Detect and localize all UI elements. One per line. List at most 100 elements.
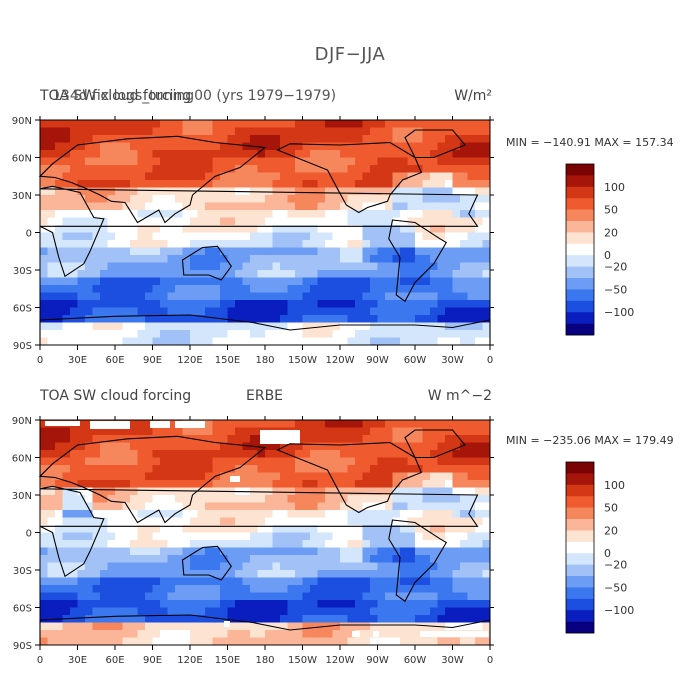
map-cell: [235, 420, 243, 428]
map-cell: [362, 285, 371, 293]
map-cell: [115, 630, 123, 638]
map-cell: [347, 502, 356, 511]
map-cell: [310, 277, 318, 286]
map-cell: [347, 240, 356, 248]
map-cell: [355, 592, 363, 601]
map-cell: [92, 480, 101, 488]
map-cell: [295, 562, 303, 571]
map-cell: [182, 225, 191, 233]
map-cell: [190, 195, 198, 203]
map-cell: [62, 607, 71, 616]
map-cell: [460, 307, 468, 316]
map-cell: [280, 172, 288, 181]
map-cell: [400, 285, 408, 293]
map-cell: [55, 225, 63, 233]
map-cell: [460, 240, 468, 248]
map-cell: [460, 202, 468, 211]
map-cell: [122, 472, 131, 481]
map-cell: [47, 157, 56, 166]
x-tick-label: 90E: [143, 355, 162, 366]
map-cell: [242, 255, 251, 263]
map-cell: [377, 120, 386, 128]
map-cell: [467, 135, 476, 143]
map-cell: [205, 622, 213, 631]
map-cell: [70, 315, 78, 323]
map-cell: [460, 225, 468, 233]
map-cell: [347, 600, 356, 608]
map-cell: [227, 277, 236, 286]
map-cell: [137, 570, 146, 578]
map-cell: [85, 232, 93, 241]
map-cell: [422, 120, 431, 128]
map-cell: [265, 232, 273, 241]
map-cell: [242, 480, 251, 488]
map-cell: [392, 495, 401, 503]
map-cell: [310, 600, 318, 608]
map-cell: [347, 465, 356, 473]
map-cell: [325, 442, 333, 451]
map-cell: [92, 555, 101, 563]
map-cell: [197, 562, 206, 571]
map-cell: [205, 450, 213, 458]
map-cell: [77, 420, 86, 428]
map-cell: [47, 142, 56, 151]
map-cell: [250, 225, 258, 233]
x-tick-label: 90W: [366, 355, 389, 366]
map-cell: [115, 547, 123, 556]
map-cell: [55, 210, 63, 218]
map-cell: [40, 570, 48, 578]
map-cell: [167, 427, 176, 436]
map-cell: [250, 172, 258, 181]
map-cell: [317, 600, 326, 608]
map-cell: [47, 472, 56, 481]
map-cell: [130, 150, 138, 158]
map-cell: [415, 187, 423, 196]
map-cell: [445, 120, 453, 128]
map-cell: [70, 300, 78, 308]
map-cell: [452, 465, 461, 473]
map-cell: [392, 315, 401, 323]
map-cell: [280, 450, 288, 458]
map-cell: [175, 187, 183, 196]
map-cell: [205, 637, 213, 646]
map-cell: [362, 262, 371, 271]
map-cell: [467, 592, 476, 601]
map-cell: [190, 502, 198, 511]
map-cell: [235, 525, 243, 533]
map-cell: [302, 502, 311, 511]
map-cell: [197, 135, 206, 143]
map-cell: [377, 637, 386, 646]
map-cell: [77, 457, 86, 466]
map-cell: [265, 622, 273, 631]
map-cell: [190, 637, 198, 646]
map-cell: [482, 277, 491, 286]
map-cell: [55, 157, 63, 166]
map-cell: [85, 135, 93, 143]
map-cell: [137, 562, 146, 571]
map-cell: [295, 585, 303, 593]
map-cell: [212, 330, 221, 338]
map-cell: [415, 202, 423, 211]
map-cell: [430, 217, 438, 226]
map-cell: [77, 165, 86, 173]
map-cell: [482, 337, 491, 346]
map-cell: [467, 517, 476, 526]
map-cell: [145, 277, 153, 286]
map-cell: [407, 135, 416, 143]
map-cell: [332, 277, 341, 286]
map-cell: [272, 270, 281, 278]
map-cell: [385, 307, 393, 316]
map-cell: [415, 607, 423, 616]
map-cell: [475, 622, 483, 631]
map-cell: [340, 127, 348, 136]
map-cell: [340, 450, 348, 458]
map-cell: [430, 465, 438, 473]
map-cell: [355, 510, 363, 518]
map-cell: [107, 517, 116, 526]
map-cell: [47, 630, 56, 638]
map-cell: [152, 217, 161, 226]
colorbar-swatch: [566, 621, 594, 634]
map-cell: [302, 427, 311, 436]
map-cell: [310, 225, 318, 233]
map-cell: [392, 555, 401, 563]
